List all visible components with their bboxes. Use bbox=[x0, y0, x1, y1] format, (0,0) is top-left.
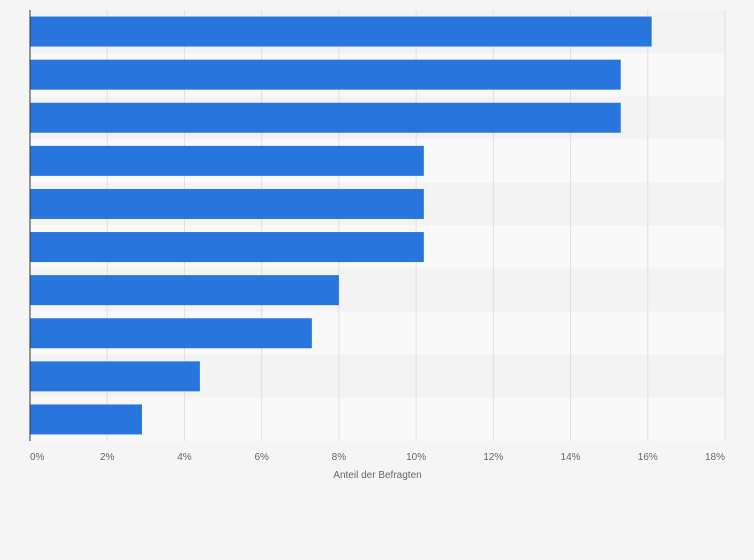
x-tick-label: 0% bbox=[30, 452, 45, 463]
bar[interactable] bbox=[30, 188, 424, 219]
row-band bbox=[30, 397, 725, 441]
x-tick-label: 14% bbox=[561, 452, 581, 463]
bar[interactable] bbox=[30, 275, 339, 306]
x-tick-label: 18% bbox=[705, 452, 725, 463]
bar[interactable] bbox=[30, 102, 621, 133]
bars bbox=[30, 16, 652, 435]
bar[interactable] bbox=[30, 404, 142, 435]
x-tick-label: 8% bbox=[332, 452, 347, 463]
x-tick-label: 4% bbox=[177, 452, 192, 463]
bar[interactable] bbox=[30, 145, 424, 176]
x-axis-ticks: 0% 2% 4% 6% 8% 10% 12% 14% 16% 18% bbox=[30, 452, 725, 463]
bar[interactable] bbox=[30, 232, 424, 263]
x-tick-label: 16% bbox=[638, 452, 658, 463]
bar[interactable] bbox=[30, 361, 200, 392]
bar[interactable] bbox=[30, 59, 621, 90]
x-tick-label: 12% bbox=[483, 452, 503, 463]
x-tick-label: 2% bbox=[100, 452, 115, 463]
bar[interactable] bbox=[30, 16, 652, 47]
x-tick-label: 10% bbox=[406, 452, 426, 463]
bar[interactable] bbox=[30, 318, 312, 349]
x-axis-title: Anteil der Befragten bbox=[333, 470, 421, 481]
x-tick-label: 6% bbox=[254, 452, 269, 463]
